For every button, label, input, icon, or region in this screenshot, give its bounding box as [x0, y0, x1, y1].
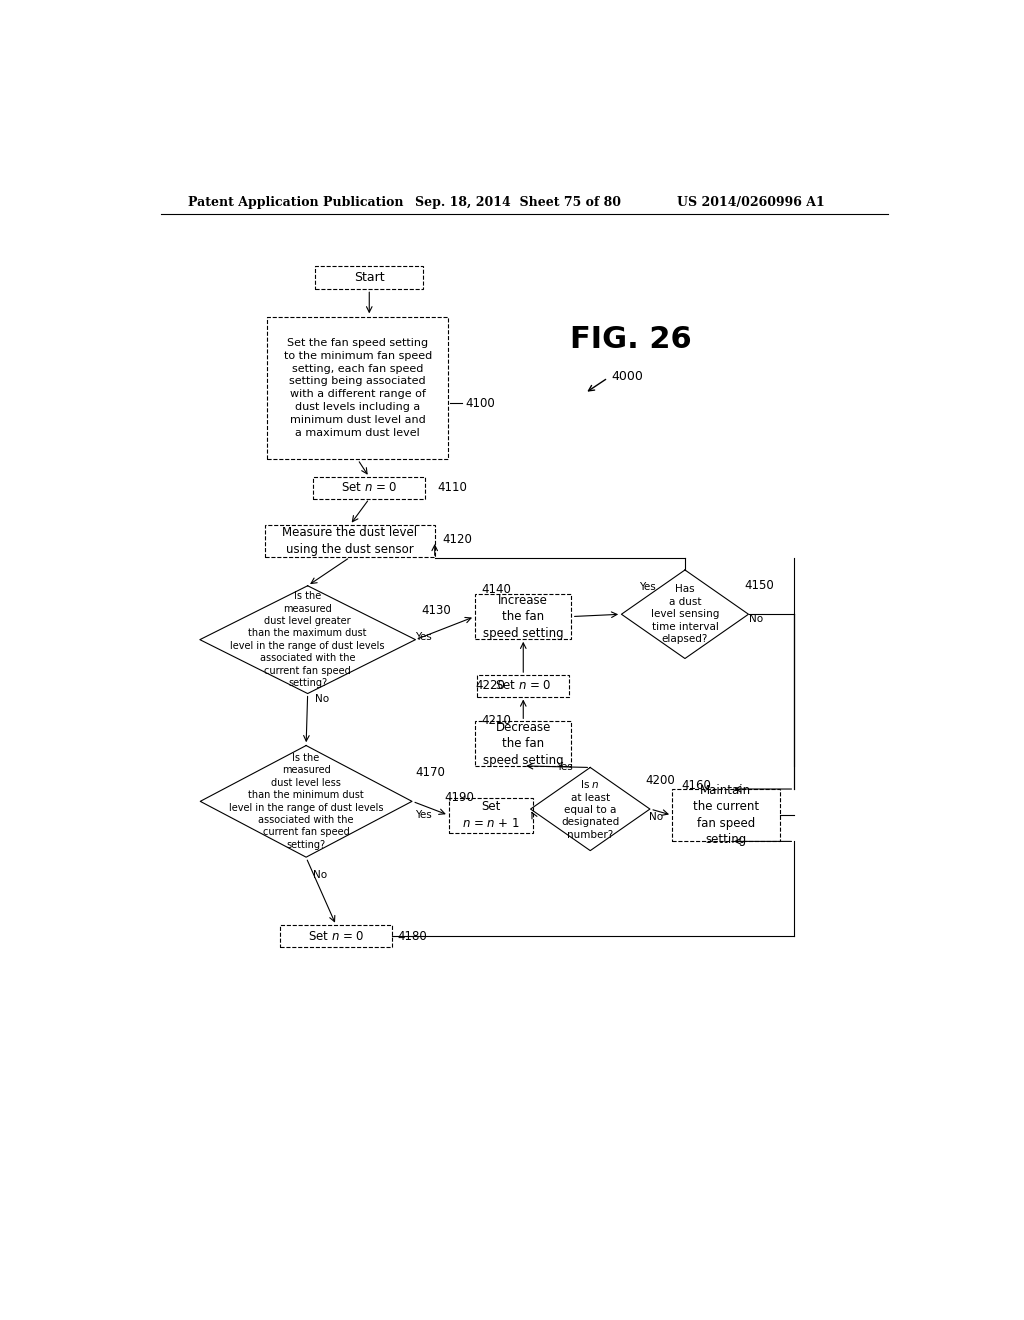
Text: Patent Application Publication: Patent Application Publication — [188, 195, 403, 209]
Text: Set
$n$ = $n$ + 1: Set $n$ = $n$ + 1 — [462, 800, 520, 830]
Text: Start: Start — [354, 271, 385, 284]
Text: 4100: 4100 — [466, 397, 496, 409]
Text: No: No — [315, 694, 330, 704]
Text: FIG. 26: FIG. 26 — [570, 325, 692, 354]
Bar — [475, 721, 571, 766]
Text: Yes: Yes — [416, 632, 432, 643]
Bar — [315, 267, 423, 289]
Bar — [313, 478, 425, 499]
Bar — [672, 789, 779, 841]
Text: 4220: 4220 — [475, 680, 506, 693]
Text: Decrease
the fan
speed setting: Decrease the fan speed setting — [483, 721, 563, 767]
Text: 4000: 4000 — [611, 370, 644, 383]
Text: 4110: 4110 — [437, 482, 467, 495]
Text: 4120: 4120 — [442, 533, 472, 546]
Text: Yes: Yes — [639, 582, 655, 593]
Bar — [267, 317, 449, 459]
Bar — [281, 925, 392, 946]
Text: 4160: 4160 — [681, 779, 711, 792]
Text: Yes: Yes — [556, 762, 573, 772]
Text: Sep. 18, 2014  Sheet 75 of 80: Sep. 18, 2014 Sheet 75 of 80 — [416, 195, 622, 209]
Text: US 2014/0260996 A1: US 2014/0260996 A1 — [677, 195, 825, 209]
Text: Set $n$ = 0: Set $n$ = 0 — [495, 680, 552, 693]
Text: Increase
the fan
speed setting: Increase the fan speed setting — [483, 594, 563, 640]
Text: 4180: 4180 — [397, 929, 427, 942]
Text: Set the fan speed setting
to the minimum fan speed
setting, each fan speed
setti: Set the fan speed setting to the minimum… — [284, 338, 432, 438]
Text: Has
a dust
level sensing
time interval
elapsed?: Has a dust level sensing time interval e… — [651, 585, 719, 644]
Text: 4140: 4140 — [481, 583, 511, 597]
Text: 4170: 4170 — [416, 767, 445, 779]
Text: Measure the dust level
using the dust sensor: Measure the dust level using the dust se… — [283, 527, 418, 556]
Text: 4150: 4150 — [744, 579, 774, 593]
Text: Set $n$ = 0: Set $n$ = 0 — [308, 929, 365, 942]
Text: Maintain
the current
fan speed
setting: Maintain the current fan speed setting — [692, 784, 759, 846]
Text: Is the
measured
dust level less
than the minimum dust
level in the range of dust: Is the measured dust level less than the… — [229, 752, 383, 850]
Text: 4130: 4130 — [422, 603, 452, 616]
Text: No: No — [649, 812, 663, 822]
Bar — [475, 594, 571, 639]
Bar — [265, 525, 435, 557]
Text: Set $n$ = 0: Set $n$ = 0 — [341, 482, 397, 495]
Text: 4190: 4190 — [444, 791, 474, 804]
Text: Yes: Yes — [416, 810, 432, 820]
Bar — [449, 797, 534, 833]
Text: No: No — [313, 870, 328, 879]
Text: Is $n$
at least
equal to a
designated
number?: Is $n$ at least equal to a designated nu… — [561, 779, 620, 840]
Text: No: No — [749, 614, 763, 624]
Text: 4200: 4200 — [645, 774, 675, 787]
Bar — [477, 675, 569, 697]
Text: Is the
measured
dust level greater
than the maximum dust
level in the range of d: Is the measured dust level greater than … — [230, 591, 385, 688]
Text: 4210: 4210 — [481, 714, 511, 727]
